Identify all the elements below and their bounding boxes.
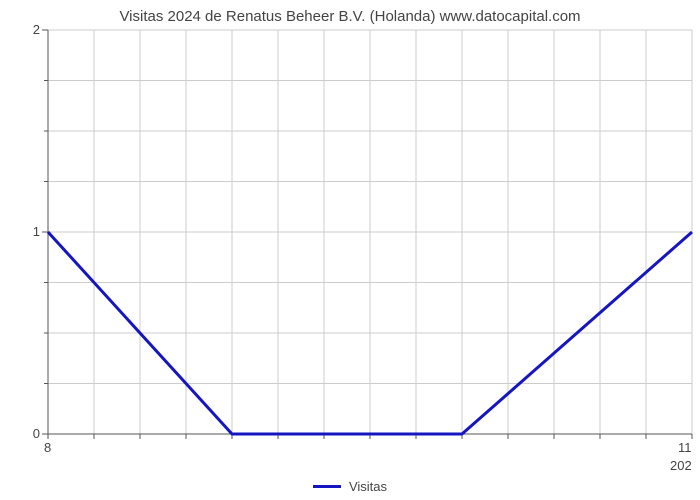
legend: Visitas (0, 478, 700, 494)
x-tick-label-left: 8 (44, 440, 51, 455)
chart-container: Visitas 2024 de Renatus Beheer B.V. (Hol… (0, 0, 700, 500)
extra-label-right: 202 (670, 458, 692, 473)
x-tick-label-right: 11 (678, 440, 692, 455)
y-tick-label: 1 (10, 224, 40, 239)
y-tick-label: 0 (10, 426, 40, 441)
legend-line (313, 485, 341, 488)
legend-label: Visitas (349, 479, 387, 494)
y-tick-label: 2 (10, 22, 40, 37)
chart-plot (0, 0, 700, 500)
